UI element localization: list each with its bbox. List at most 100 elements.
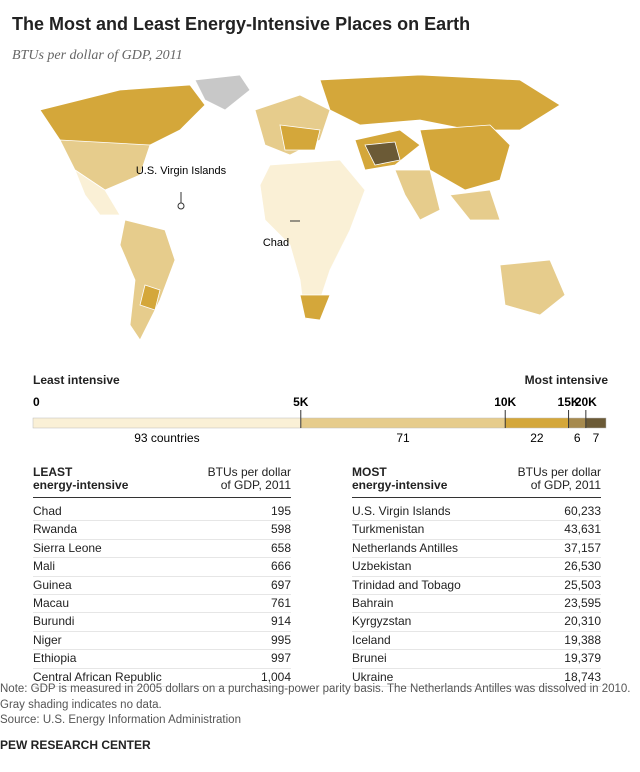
value-heading: BTUs per dollar of GDP, 2011 <box>208 466 291 494</box>
table-row: Guinea 697 <box>33 577 291 595</box>
table-row: Kyrgyzstan 20,310 <box>352 613 601 632</box>
country: Iceland <box>352 632 391 647</box>
segment-count: 6 <box>574 431 581 445</box>
value-heading: BTUs per dollar of GDP, 2011 <box>518 466 601 494</box>
country: Mali <box>33 559 56 574</box>
table-row: Brunei 19,379 <box>352 650 601 669</box>
value: 995 <box>270 632 291 647</box>
table-row: Netherlands Antilles 37,157 <box>352 540 601 559</box>
country: Ukraine <box>352 669 394 684</box>
country: Central African Republic <box>33 669 162 684</box>
legend-left-title: Least intensive <box>33 373 120 387</box>
subtitle: BTUs per dollar of GDP, 2011 <box>12 48 183 63</box>
country: Trinidad and Tobago <box>352 577 461 592</box>
value: 761 <box>270 595 291 610</box>
value: 914 <box>270 614 291 629</box>
country: Rwanda <box>33 522 78 537</box>
value: 26,530 <box>564 559 601 574</box>
heading-line: of GDP, 2011 <box>530 478 601 492</box>
table-row: Chad 195 <box>33 503 291 522</box>
table: LEAST energy-intensive BTUs per dollar of G… <box>33 466 291 687</box>
value: 1,004 <box>260 669 291 684</box>
value: 658 <box>270 540 291 555</box>
heading: LEAST energy-intensive <box>33 466 128 494</box>
table-header: LEAST energy-intensive BTUs per dollar of G… <box>33 466 291 498</box>
value: 195 <box>270 504 291 518</box>
table: MOST energy-intensive BTUs per dollar of GD… <box>352 466 601 687</box>
value: 19,388 <box>564 632 601 647</box>
boundary-label: 0 <box>33 395 40 409</box>
table-row: Trinidad and Tobago 25,503 <box>352 577 601 595</box>
legend-segment <box>504 417 569 429</box>
table-row: Iceland 19,388 <box>352 632 601 651</box>
heading-line: LEAST <box>33 465 73 479</box>
heading-line: MOST <box>352 465 387 479</box>
value: 666 <box>270 559 291 574</box>
value: 23,595 <box>564 595 601 610</box>
segment-count: 71 <box>396 431 410 445</box>
table-row: Central African Republic 1,004 <box>33 669 291 687</box>
country: Netherlands Antilles <box>352 540 459 555</box>
boundary-label: 15K <box>558 395 580 409</box>
title: The Most and Least Energy-Intensive Plac… <box>12 14 471 34</box>
map-label: Chad <box>263 237 289 249</box>
legend-segment <box>585 417 607 429</box>
map-label: U.S. Virgin Islands <box>136 165 227 177</box>
value: 37,157 <box>564 540 601 555</box>
boundary-label: 10K <box>494 395 516 409</box>
value: 60,233 <box>564 504 601 518</box>
country: Kyrgyzstan <box>352 614 412 629</box>
note: Gray shading indicates no data. <box>0 699 162 711</box>
heading-line: BTUs per dollar <box>207 465 291 479</box>
country: Sierra Leone <box>33 540 102 555</box>
table-row: Niger 995 <box>33 632 291 651</box>
heading-line: of GDP, 2011 <box>220 478 291 492</box>
country: U.S. Virgin Islands <box>352 504 451 518</box>
note: Source: U.S. Energy Information Administ… <box>0 714 241 726</box>
country: Ethiopia <box>33 651 77 666</box>
table-row: Uzbekistan 26,530 <box>352 558 601 577</box>
table-row: Macau 761 <box>33 595 291 614</box>
value: 20,310 <box>564 614 601 629</box>
country: Brunei <box>352 651 387 666</box>
table-row: Sierra Leone 658 <box>33 540 291 559</box>
segment-count: 22 <box>530 431 544 445</box>
country: Burundi <box>33 614 75 629</box>
country: Bahrain <box>352 595 394 610</box>
table-header: MOST energy-intensive BTUs per dollar of GD… <box>352 466 601 498</box>
heading-line: energy-intensive <box>352 478 448 492</box>
table-row: Burundi 914 <box>33 613 291 632</box>
value: 997 <box>270 651 291 666</box>
heading-line: BTUs per dollar <box>517 465 601 479</box>
footer: PEW RESEARCH CENTER <box>0 738 151 752</box>
legend-right-title: Most intensive <box>524 373 608 387</box>
value: 697 <box>270 577 291 592</box>
country: Uzbekistan <box>352 559 412 574</box>
value: 18,743 <box>564 669 601 684</box>
country: Chad <box>33 504 62 518</box>
country: Macau <box>33 595 70 610</box>
table-row: Rwanda 598 <box>33 521 291 540</box>
table-row: Ukraine 18,743 <box>352 669 601 687</box>
value: 19,379 <box>564 651 601 666</box>
segment-count: 7 <box>593 431 600 445</box>
heading: MOST energy-intensive <box>352 466 447 494</box>
marker <box>177 202 185 210</box>
boundary-label: 5K <box>293 395 309 409</box>
heading-line: energy-intensive <box>33 478 129 492</box>
legend-segment <box>300 417 506 429</box>
country: Guinea <box>33 577 72 592</box>
table-row: Bahrain 23,595 <box>352 595 601 614</box>
boundary-label: 20K <box>575 395 597 409</box>
table-row: Ethiopia 997 <box>33 650 291 669</box>
value: 598 <box>270 522 291 537</box>
legend-segment <box>32 417 302 429</box>
table-row: Turkmenistan 43,631 <box>352 521 601 540</box>
note: Note: GDP is measured in 2005 dollars on… <box>0 683 631 695</box>
segment-count: 93 countries <box>134 431 199 445</box>
table-row: U.S. Virgin Islands 60,233 <box>352 503 601 522</box>
country: Turkmenistan <box>352 522 425 537</box>
legend-segment <box>568 417 587 429</box>
